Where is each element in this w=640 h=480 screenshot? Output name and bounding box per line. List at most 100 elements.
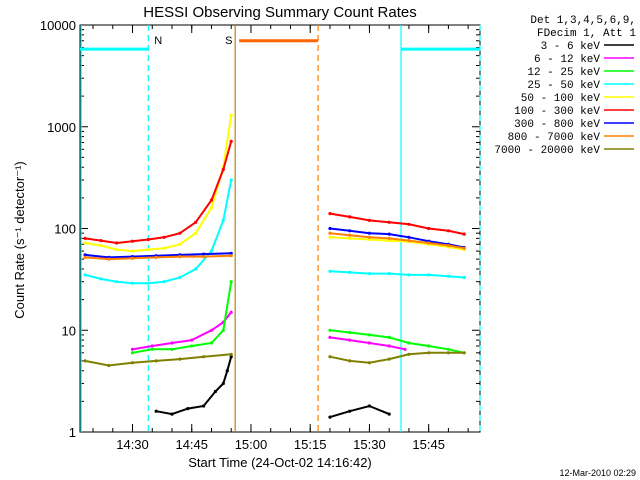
- data-point: [162, 280, 166, 284]
- data-point: [202, 355, 206, 359]
- x-tick-label: 14:30: [116, 437, 149, 452]
- data-point: [130, 249, 135, 253]
- data-point: [348, 409, 352, 413]
- data-point: [154, 409, 158, 413]
- legend: Det 1,3,4,5,6,9,FDecim 1, Att 13 - 6 keV…: [494, 15, 636, 157]
- data-point: [99, 277, 103, 281]
- data-point: [328, 355, 332, 359]
- y-tick-label: 1000: [47, 120, 76, 135]
- footer-date: 12-Mar-2010 02:29: [559, 468, 636, 478]
- data-point: [387, 412, 391, 416]
- data-point: [115, 248, 119, 252]
- data-point: [229, 254, 233, 258]
- series-line: [84, 179, 233, 285]
- data-point: [170, 347, 174, 351]
- data-point: [427, 226, 431, 231]
- x-tick-label: 14:45: [175, 437, 208, 452]
- data-point: [162, 246, 166, 250]
- data-point: [146, 237, 150, 242]
- data-point: [229, 251, 233, 255]
- legend-label: 3 - 6 keV: [541, 41, 601, 53]
- data-point: [83, 241, 87, 245]
- data-point: [154, 255, 158, 259]
- series-line: [329, 232, 465, 250]
- data-point: [446, 347, 450, 351]
- series-line: [329, 212, 465, 236]
- series-300-800-kev: [83, 226, 466, 259]
- data-point: [462, 275, 466, 280]
- data-point: [387, 335, 391, 339]
- data-point: [229, 280, 233, 284]
- series-line: [329, 351, 465, 364]
- data-point: [221, 218, 225, 222]
- series-line: [329, 236, 465, 251]
- data-point: [213, 389, 217, 394]
- data-point: [348, 270, 352, 274]
- y-tick-label: 10: [62, 323, 76, 338]
- data-point: [221, 167, 225, 172]
- y-tick-label: 10000: [40, 18, 76, 33]
- data-point: [229, 355, 233, 359]
- data-point: [178, 242, 182, 246]
- data-point: [367, 333, 371, 337]
- data-point: [162, 235, 166, 239]
- series-800-7000-kev: [83, 231, 466, 261]
- data-point: [194, 220, 198, 224]
- data-point: [221, 381, 225, 386]
- data-point: [83, 236, 87, 240]
- data-point: [446, 243, 450, 248]
- plot-area: 1 10 100 1000 10000 14:30 14:45 15:00 15:15 15:30…: [40, 18, 481, 452]
- data-point: [387, 272, 391, 276]
- x-axis-label: Start Time (24-Oct-02 14:16:42): [188, 455, 372, 470]
- data-point: [348, 215, 352, 219]
- data-point: [146, 281, 150, 285]
- data-point: [462, 246, 466, 250]
- data-point: [178, 275, 182, 280]
- data-point: [190, 344, 194, 348]
- data-point: [209, 198, 214, 202]
- data-point: [348, 330, 352, 335]
- data-point: [99, 243, 103, 248]
- data-point: [446, 229, 450, 233]
- data-point: [178, 231, 182, 235]
- data-point: [462, 351, 466, 355]
- y-axis-label: Count Rate (s⁻¹ detector⁻¹): [12, 161, 27, 319]
- legend-label: 300 - 800 keV: [514, 119, 600, 131]
- data-point: [146, 248, 150, 252]
- data-point: [387, 232, 391, 236]
- data-point: [407, 352, 411, 356]
- data-point: [150, 347, 154, 351]
- data-point: [387, 236, 391, 240]
- series-line: [156, 356, 233, 416]
- data-point: [150, 344, 154, 348]
- data-point: [229, 310, 233, 314]
- data-point: [225, 369, 229, 373]
- data-point: [229, 352, 233, 356]
- data-point: [99, 239, 103, 243]
- data-point: [427, 241, 431, 245]
- x-tick-label: 15:15: [294, 437, 327, 452]
- data-point: [178, 255, 182, 259]
- legend-label: 25 - 50 keV: [527, 80, 600, 92]
- data-point: [328, 235, 332, 239]
- legend-label: 50 - 100 keV: [521, 93, 601, 105]
- series-line: [329, 270, 465, 279]
- series-3-6-kev: [154, 355, 391, 419]
- series-25-50-kev: [83, 178, 466, 285]
- data-point: [209, 341, 214, 345]
- data-point: [130, 239, 135, 243]
- data-point: [367, 231, 371, 235]
- data-point: [229, 178, 233, 182]
- data-point: [130, 361, 135, 365]
- data-point: [427, 351, 431, 355]
- data-point: [209, 206, 214, 210]
- data-point: [186, 407, 190, 411]
- data-point: [328, 269, 332, 273]
- data-point: [387, 357, 391, 361]
- data-point: [130, 281, 135, 285]
- x-tick-label: 15:00: [235, 437, 268, 452]
- series-line: [329, 227, 465, 249]
- legend-header: Det 1,3,4,5,6,9,: [530, 15, 636, 27]
- series-line: [84, 115, 233, 253]
